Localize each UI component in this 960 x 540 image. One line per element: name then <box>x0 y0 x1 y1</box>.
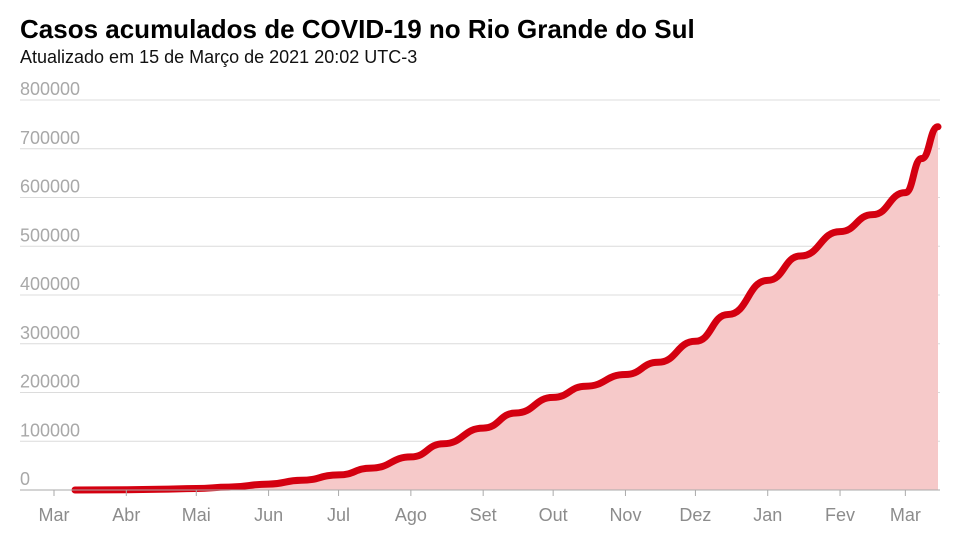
cases-area-fill <box>75 126 938 491</box>
x-tick-label: Set <box>470 505 497 525</box>
chart-title: Casos acumulados de COVID-19 no Rio Gran… <box>20 14 695 44</box>
y-tick-label: 500000 <box>20 225 80 245</box>
y-tick-label: 300000 <box>20 323 80 343</box>
x-axis-ticks: Mar Abr Mai Jun Jul Ago Set Out Nov Dez Jan Fev Mar <box>39 490 921 525</box>
y-tick-label: 100000 <box>20 420 80 440</box>
x-tick-label: Out <box>539 505 568 525</box>
y-tick-label: 200000 <box>20 372 80 392</box>
y-tick-label: 800000 <box>20 79 80 99</box>
x-tick-label: Nov <box>609 505 641 525</box>
x-tick-label: Mar <box>890 505 921 525</box>
y-tick-label: 400000 <box>20 274 80 294</box>
x-tick-label: Jul <box>327 505 350 525</box>
x-tick-label: Fev <box>825 505 855 525</box>
x-tick-label: Abr <box>112 505 140 525</box>
y-axis-ticks: 0 100000 200000 300000 400000 500000 600000 700… <box>20 79 80 489</box>
y-tick-label: 700000 <box>20 128 80 148</box>
cases-series-line <box>71 123 942 494</box>
chart-subtitle: Atualizado em 15 de Março de 2021 20:02 … <box>20 47 418 67</box>
x-tick-label: Mai <box>182 505 211 525</box>
y-tick-label: 0 <box>20 469 30 489</box>
x-tick-label: Dez <box>679 505 711 525</box>
y-tick-label: 600000 <box>20 177 80 197</box>
x-tick-label: Ago <box>395 505 427 525</box>
x-tick-label: Jun <box>254 505 283 525</box>
x-tick-label: Mar <box>39 505 70 525</box>
x-tick-label: Jan <box>753 505 782 525</box>
